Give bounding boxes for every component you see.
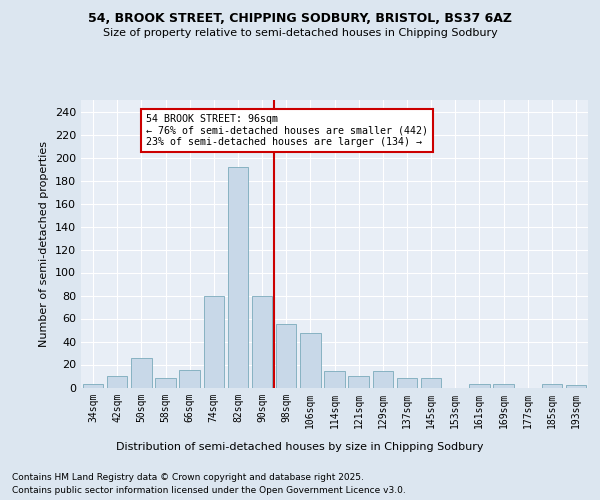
- Bar: [179, 370, 200, 388]
- Bar: [83, 384, 103, 388]
- Bar: [203, 296, 224, 388]
- Text: Size of property relative to semi-detached houses in Chipping Sodbury: Size of property relative to semi-detach…: [103, 28, 497, 38]
- Text: 54, BROOK STREET, CHIPPING SODBURY, BRISTOL, BS37 6AZ: 54, BROOK STREET, CHIPPING SODBURY, BRIS…: [88, 12, 512, 26]
- Text: Contains public sector information licensed under the Open Government Licence v3: Contains public sector information licen…: [12, 486, 406, 495]
- Bar: [397, 378, 417, 388]
- Bar: [493, 384, 514, 388]
- Bar: [252, 296, 272, 388]
- Bar: [421, 378, 442, 388]
- Bar: [324, 372, 345, 388]
- Bar: [469, 384, 490, 388]
- Text: Contains HM Land Registry data © Crown copyright and database right 2025.: Contains HM Land Registry data © Crown c…: [12, 472, 364, 482]
- Bar: [131, 358, 152, 388]
- Bar: [107, 376, 127, 388]
- Bar: [566, 385, 586, 388]
- Text: 54 BROOK STREET: 96sqm
← 76% of semi-detached houses are smaller (442)
23% of se: 54 BROOK STREET: 96sqm ← 76% of semi-det…: [146, 114, 428, 147]
- Bar: [276, 324, 296, 388]
- Bar: [227, 166, 248, 388]
- Y-axis label: Number of semi-detached properties: Number of semi-detached properties: [40, 141, 49, 347]
- Bar: [373, 372, 393, 388]
- Bar: [155, 378, 176, 388]
- Bar: [349, 376, 369, 388]
- Text: Distribution of semi-detached houses by size in Chipping Sodbury: Distribution of semi-detached houses by …: [116, 442, 484, 452]
- Bar: [300, 334, 320, 388]
- Bar: [542, 384, 562, 388]
